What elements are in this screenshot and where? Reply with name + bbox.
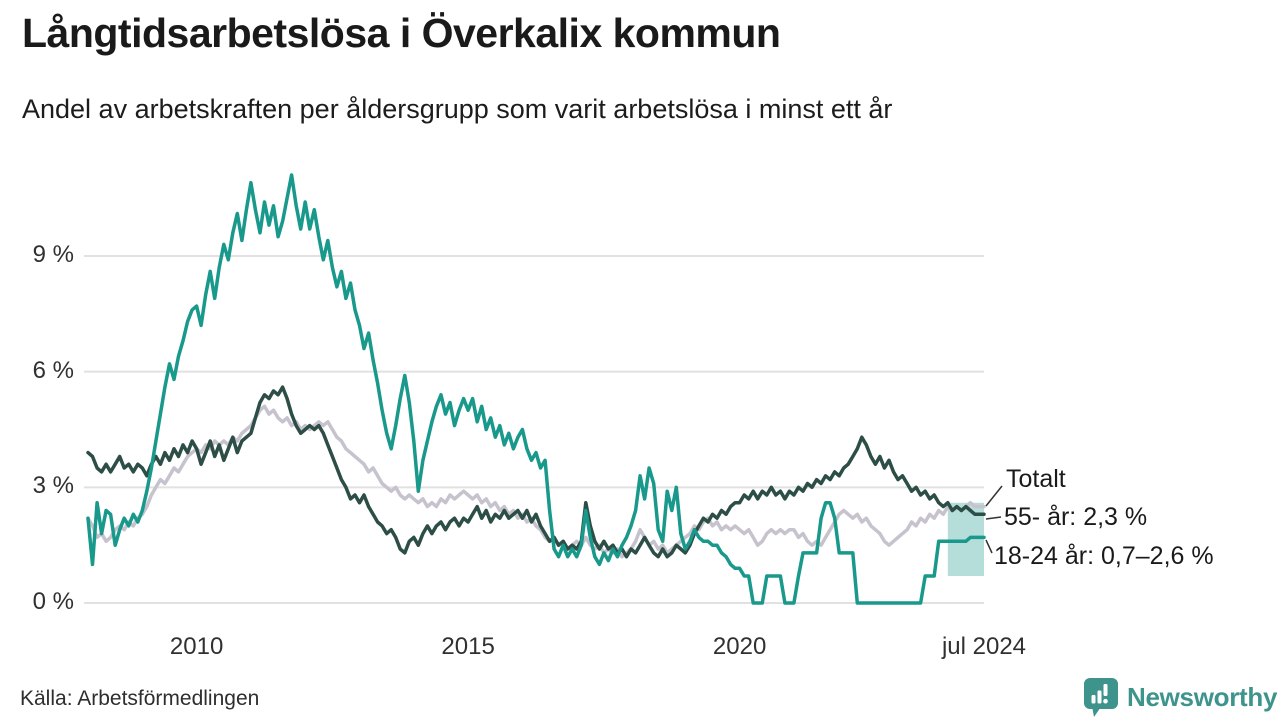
connector-total (985, 485, 1003, 507)
x-axis-tick-2015: 2015 (441, 633, 495, 660)
x-axis-tick-2010: 2010 (169, 633, 224, 660)
chart-subtitle: Andel av arbetskraften per åldersgrupp s… (22, 94, 893, 124)
y-axis-tick-3: 3 % (32, 472, 74, 500)
connector-55-plus (985, 516, 1002, 520)
y-axis-tick-6: 6 % (32, 356, 74, 384)
x-axis-tick-2020: 2020 (712, 633, 767, 660)
line-55-år (86, 385, 986, 559)
x-axis-tick-jul2024: jul 2024 (941, 633, 1027, 660)
newsworthy-logo: Newsworthy (1082, 676, 1277, 718)
annotation-18-24: 18-24 år: 0,7–2,6 % (994, 542, 1214, 570)
newsworthy-logo-icon (1084, 678, 1118, 717)
line-18-24år (86, 173, 986, 605)
annotation-total: Totalt (1006, 465, 1066, 493)
y-axis-tick-9: 9 % (32, 240, 74, 268)
y-axis-tick-0: 0 % (32, 588, 74, 615)
line-Totalt (86, 404, 986, 559)
source-credit: Källa: Arbetsförmedlingen (20, 687, 260, 710)
newsworthy-logo-text: Newsworthy (1127, 681, 1278, 712)
annotation-55-plus: 55- år: 2,3 % (1004, 503, 1148, 531)
chart-title: Långtidsarbetslösa i Överkalix kommun (22, 10, 781, 56)
connector-18-24 (985, 539, 993, 554)
